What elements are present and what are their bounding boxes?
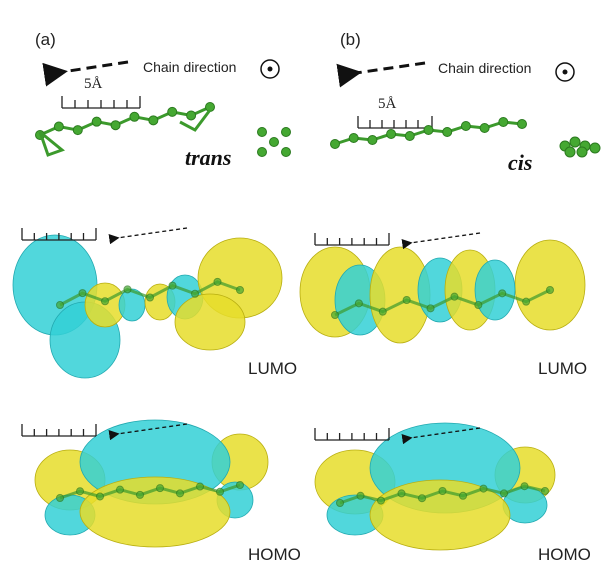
direction-label: Chain direction [143,59,236,75]
atom [168,107,177,116]
atom [368,136,377,145]
atom [405,132,414,141]
atom [147,294,154,301]
direction-arrow [62,62,128,72]
scale-bar [315,428,389,440]
atom [398,490,405,497]
atom [357,492,364,499]
atom [187,111,196,120]
atom [461,122,470,131]
atom [499,118,508,127]
atom [331,140,340,149]
chain-bond [40,107,210,135]
atom [177,490,184,497]
atom [282,148,291,157]
atom [270,138,279,147]
atom [124,286,131,293]
direction-label: Chain direction [438,60,531,76]
out-of-plane-dot [268,67,273,72]
atom [57,302,64,309]
atom [117,486,124,493]
atom [378,497,385,504]
atom [197,483,204,490]
atom [451,293,458,300]
atom [54,122,63,131]
conformation-label: trans [185,145,231,170]
atom [169,282,176,289]
atom [403,297,410,304]
atom [379,308,386,315]
atom [214,278,221,285]
scale-bar [62,96,140,108]
atom [157,485,164,492]
direction-arrow [356,63,425,73]
atom [475,302,482,309]
atom [577,147,587,157]
atom [97,493,104,500]
atom [349,134,358,143]
panel-label: (a) [35,30,56,49]
atom [130,112,139,121]
atom [480,124,489,133]
orbital-homo-cis [315,423,555,550]
atom [79,290,86,297]
orbital-label: HOMO [538,545,591,564]
atom [460,492,467,499]
atom [499,290,506,297]
scale-label: 5Å [84,76,103,92]
orbital-label: LUMO [538,359,587,378]
atom [192,290,199,297]
atom [443,128,452,137]
atom [237,482,244,489]
orbital-label: LUMO [248,359,297,378]
orbital-lumo-cis [300,240,585,343]
scale-bar [22,424,96,436]
atom [258,148,267,157]
atom [102,298,109,305]
atom [92,117,101,126]
atom [419,495,426,502]
atom [237,287,244,294]
atom [521,483,528,490]
atom [258,128,267,137]
atom [480,485,487,492]
atom [387,130,396,139]
direction-arrow [410,233,480,243]
orbital-label: HOMO [248,545,301,564]
conformation-label: cis [508,150,532,175]
panel-label: (b) [340,30,361,49]
scale-bar [315,233,389,245]
scale-bar [358,116,432,128]
atom [570,137,580,147]
atom [501,490,508,497]
atom [547,287,554,294]
atom [57,495,64,502]
scale-bar [22,228,96,240]
atom [542,488,549,495]
atom [217,488,224,495]
orbital-homo-trans [35,420,268,547]
orbital-lumo-trans [13,235,282,378]
direction-arrow [117,228,187,238]
atom [73,126,82,135]
atom [427,305,434,312]
atom [137,491,144,498]
atom [523,298,530,305]
atom [439,488,446,495]
atom [424,126,433,135]
atom [77,488,84,495]
figure: (a) Chain direction 5Å trans (b) Chain direct… [0,0,608,569]
atom [149,116,158,125]
atom [337,500,344,507]
atom [282,128,291,137]
out-of-plane-dot [563,70,568,75]
atom [590,143,600,153]
chain-bond [40,132,62,155]
atom [355,300,362,307]
atom [111,121,120,130]
atom [565,147,575,157]
scale-label: 5Å [378,96,397,112]
atom [518,120,527,129]
atom [332,312,339,319]
